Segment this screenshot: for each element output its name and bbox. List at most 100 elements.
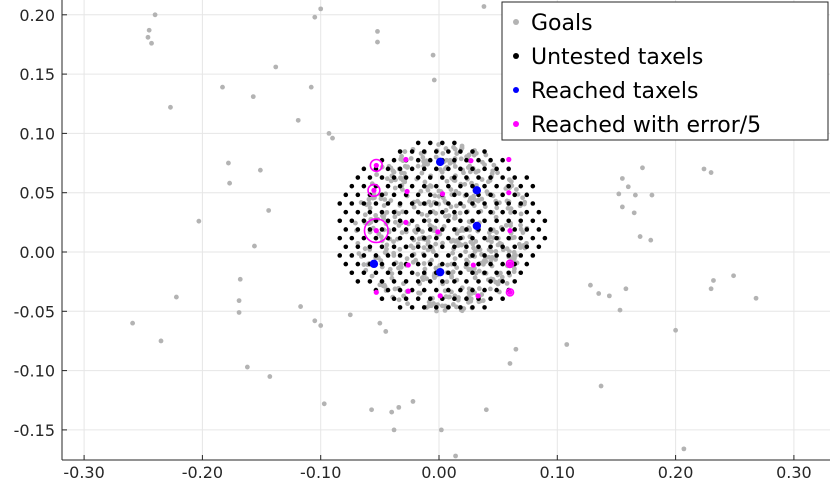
goal-point xyxy=(494,230,499,235)
untested-taxel xyxy=(476,279,481,284)
goal-point xyxy=(518,211,524,217)
goal-point xyxy=(421,261,427,266)
goal-point xyxy=(411,204,417,210)
untested-taxel xyxy=(482,166,487,172)
goal-point xyxy=(518,222,523,228)
untested-taxel xyxy=(421,149,427,154)
untested-taxel xyxy=(397,287,403,293)
untested-taxel xyxy=(452,140,457,146)
untested-taxel xyxy=(512,192,518,198)
untested-taxel xyxy=(343,227,349,232)
goal-point xyxy=(389,409,395,415)
untested-taxel xyxy=(433,287,439,293)
untested-taxel xyxy=(446,218,451,224)
untested-taxel xyxy=(446,149,451,154)
goal-point xyxy=(452,256,458,262)
goal-point xyxy=(453,453,458,459)
goal-point xyxy=(158,338,164,344)
untested-taxel xyxy=(355,175,361,180)
error-circle xyxy=(363,218,389,244)
untested-taxel xyxy=(500,244,505,250)
untested-taxel xyxy=(470,270,475,276)
goal-point xyxy=(504,281,510,286)
untested-taxel xyxy=(446,166,451,172)
untested-taxel xyxy=(355,279,361,284)
goal-point xyxy=(454,151,460,156)
goal-point xyxy=(236,310,242,315)
goal-point xyxy=(237,276,243,282)
untested-taxel xyxy=(446,253,451,258)
goal-point xyxy=(388,198,394,203)
goal-point xyxy=(465,154,471,159)
y-tick-label: -0.15 xyxy=(14,421,55,440)
error-taxel xyxy=(403,219,409,225)
goal-point xyxy=(471,245,476,251)
goal-point xyxy=(598,383,604,389)
untested-taxel xyxy=(488,209,493,215)
goal-point xyxy=(455,297,461,303)
axes xyxy=(61,0,830,461)
goal-point xyxy=(513,346,519,352)
untested-taxel xyxy=(367,279,373,284)
untested-taxel xyxy=(518,270,524,276)
untested-taxel xyxy=(458,149,463,154)
y-tick-label: 0.10 xyxy=(19,124,55,143)
goal-point xyxy=(422,179,428,185)
goal-point xyxy=(508,209,513,215)
goal-point xyxy=(454,230,460,236)
goal-point xyxy=(449,274,455,280)
goal-point xyxy=(444,279,450,285)
untested-taxel xyxy=(464,279,469,284)
untested-taxel xyxy=(433,166,439,172)
error-taxel xyxy=(373,289,379,295)
goal-point xyxy=(432,193,438,199)
untested-taxel xyxy=(458,183,463,189)
goal-point xyxy=(701,166,707,172)
error-taxel xyxy=(468,158,474,164)
goal-point xyxy=(443,207,449,213)
goal-point xyxy=(430,52,436,58)
untested-taxel xyxy=(494,166,499,172)
goal-point xyxy=(396,297,402,303)
untested-taxel xyxy=(524,192,530,198)
goal-point xyxy=(382,197,388,202)
untested-taxel xyxy=(524,175,530,180)
goal-point xyxy=(417,290,423,296)
goal-point xyxy=(392,219,398,225)
goal-point xyxy=(384,176,390,182)
untested-taxel xyxy=(409,149,415,154)
untested-taxel xyxy=(421,201,427,206)
goal-point xyxy=(152,12,158,18)
x-tick-label: 0.30 xyxy=(776,463,812,482)
goal-point xyxy=(392,185,398,191)
goal-point xyxy=(433,210,439,216)
goal-point xyxy=(472,197,478,203)
untested-taxel xyxy=(349,270,355,276)
untested-taxel xyxy=(355,192,361,198)
untested-taxel xyxy=(506,218,511,224)
goal-point xyxy=(419,211,425,217)
goal-point xyxy=(481,4,487,9)
untested-taxel xyxy=(433,149,439,154)
untested-taxel xyxy=(518,235,524,241)
goal-point xyxy=(462,181,468,187)
goal-point xyxy=(400,177,406,183)
goal-point xyxy=(438,427,444,433)
error-taxel xyxy=(475,293,481,299)
untested-taxel xyxy=(409,305,415,310)
untested-taxel xyxy=(343,261,349,267)
untested-taxel xyxy=(421,235,427,241)
legend-goals-marker xyxy=(513,19,519,25)
legend-untested-marker xyxy=(513,53,519,59)
untested-taxel xyxy=(470,305,475,310)
goal-point xyxy=(437,167,443,173)
goal-point xyxy=(456,241,462,247)
untested-taxel xyxy=(452,209,457,215)
goal-point xyxy=(426,199,432,205)
untested-taxel xyxy=(337,235,343,241)
untested-taxel xyxy=(349,253,355,258)
untested-taxel xyxy=(403,244,409,250)
untested-taxel xyxy=(349,218,355,224)
legend-reached-marker xyxy=(513,87,519,93)
untested-taxel xyxy=(427,192,433,198)
